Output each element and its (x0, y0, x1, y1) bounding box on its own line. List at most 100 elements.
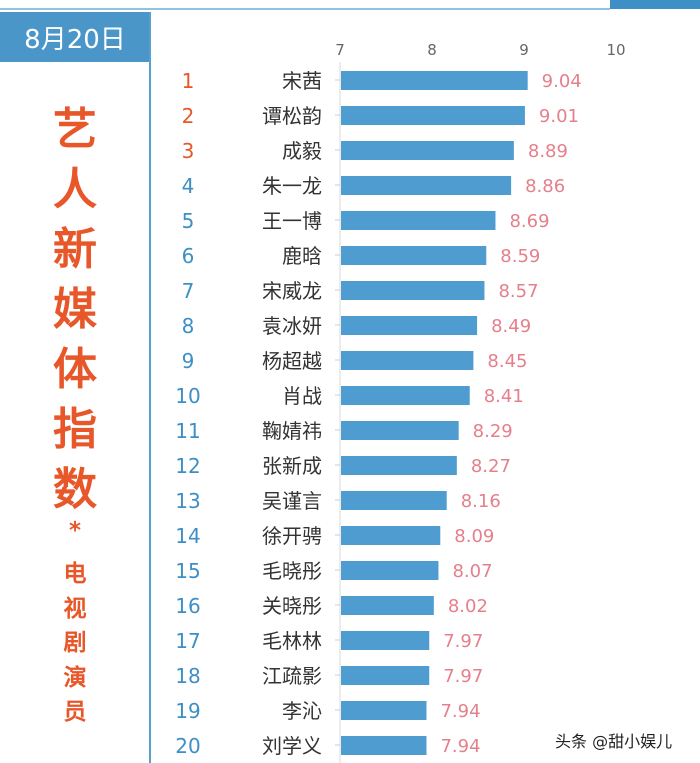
rank-label: 5 (182, 209, 195, 233)
category-label: 鞠婧祎 (262, 419, 322, 443)
title-char: 艺 (53, 104, 97, 155)
top-divider (0, 8, 610, 10)
bar (341, 631, 430, 650)
value-label: 8.16 (461, 491, 501, 512)
value-label: 7.97 (443, 666, 483, 687)
bar (341, 281, 485, 300)
rank-label: 3 (182, 139, 195, 163)
value-label: 8.41 (484, 386, 524, 407)
title-char: 新 (53, 224, 97, 275)
category-label: 宋威龙 (262, 279, 322, 303)
date-label: 8月20日 (0, 12, 150, 62)
bar (341, 351, 474, 370)
category-label: 鹿晗 (282, 244, 322, 268)
bar (341, 246, 487, 265)
value-label: 8.09 (454, 526, 494, 547)
title-char: 媒 (53, 284, 97, 335)
rank-label: 10 (175, 384, 200, 408)
bar (341, 666, 430, 685)
bar (341, 526, 441, 545)
rank-label: 17 (175, 629, 200, 653)
value-label: 7.97 (443, 631, 483, 652)
bar (341, 456, 457, 475)
value-label: 8.57 (498, 281, 538, 302)
rank-label: 19 (175, 699, 200, 723)
bar (341, 561, 439, 580)
panel-divider (149, 12, 151, 763)
category-label: 宋茜 (282, 69, 322, 93)
value-label: 8.86 (525, 176, 565, 197)
subtitle-char: 剧 (63, 630, 87, 656)
category-label: 关晓彤 (262, 594, 322, 618)
bar (341, 211, 496, 230)
title-separator: * (68, 518, 82, 544)
rank-label: 15 (175, 559, 200, 583)
value-label: 8.02 (448, 596, 488, 617)
category-label: 杨超越 (262, 349, 322, 373)
category-label: 谭松韵 (262, 104, 322, 128)
value-label: 8.45 (487, 351, 527, 372)
title-char: 数 (53, 464, 97, 515)
rank-label: 6 (182, 244, 195, 268)
title-char: 人 (53, 164, 97, 215)
subtitle-char: 电 (63, 561, 87, 587)
category-label: 刘学义 (262, 734, 322, 758)
category-label: 张新成 (262, 454, 322, 478)
top-corner-block (610, 0, 700, 9)
rank-label: 1 (182, 69, 195, 93)
category-label: 朱一龙 (262, 174, 322, 198)
value-label: 7.94 (440, 701, 480, 722)
bar (341, 176, 512, 195)
value-label: 7.94 (440, 736, 480, 757)
title-char: 指 (53, 404, 97, 455)
subtitle-char: 视 (63, 595, 87, 622)
rank-label: 14 (175, 524, 200, 548)
rank-label: 7 (182, 279, 195, 303)
category-label: 江疏影 (262, 664, 322, 688)
title-char: 体 (53, 344, 97, 395)
rank-label: 2 (182, 104, 195, 128)
category-label: 成毅 (282, 139, 322, 163)
value-label: 8.49 (491, 316, 531, 337)
bar (341, 316, 478, 335)
rank-label: 8 (182, 314, 195, 338)
category-label: 毛晓彤 (262, 559, 322, 583)
rank-label: 18 (175, 664, 200, 688)
value-label: 8.89 (528, 141, 568, 162)
bar (341, 491, 447, 510)
category-label: 袁冰妍 (262, 314, 322, 338)
value-label: 8.29 (473, 421, 513, 442)
x-tick-label: 10 (606, 41, 625, 59)
bar (341, 106, 525, 125)
value-label: 8.27 (471, 456, 511, 477)
bar (341, 596, 434, 615)
rank-label: 16 (175, 594, 200, 618)
category-label: 肖战 (282, 384, 322, 408)
bar (341, 736, 427, 755)
x-tick-label: 7 (335, 41, 345, 59)
x-tick-label: 8 (427, 41, 437, 59)
category-label: 吴谨言 (262, 489, 322, 513)
rank-label: 11 (175, 419, 200, 443)
value-label: 8.07 (452, 561, 492, 582)
subtitle-char: 员 (63, 699, 87, 725)
category-label: 李沁 (282, 699, 322, 723)
category-label: 王一博 (262, 209, 322, 233)
bar (341, 701, 427, 720)
category-label: 徐开骋 (262, 524, 322, 548)
value-label: 8.69 (509, 211, 549, 232)
bar (341, 71, 528, 90)
rank-label: 20 (175, 734, 200, 758)
rank-label: 4 (182, 174, 195, 198)
value-label: 9.04 (542, 71, 582, 92)
rank-label: 12 (175, 454, 200, 478)
watermark: 头条 @甜小娱儿 (555, 732, 673, 751)
value-label: 8.59 (500, 246, 540, 267)
rank-label: 9 (182, 349, 195, 373)
value-label: 9.01 (539, 106, 579, 127)
bar (341, 141, 514, 160)
subtitle-char: 演 (63, 664, 87, 691)
category-label: 毛林林 (262, 629, 322, 653)
bar (341, 386, 470, 405)
